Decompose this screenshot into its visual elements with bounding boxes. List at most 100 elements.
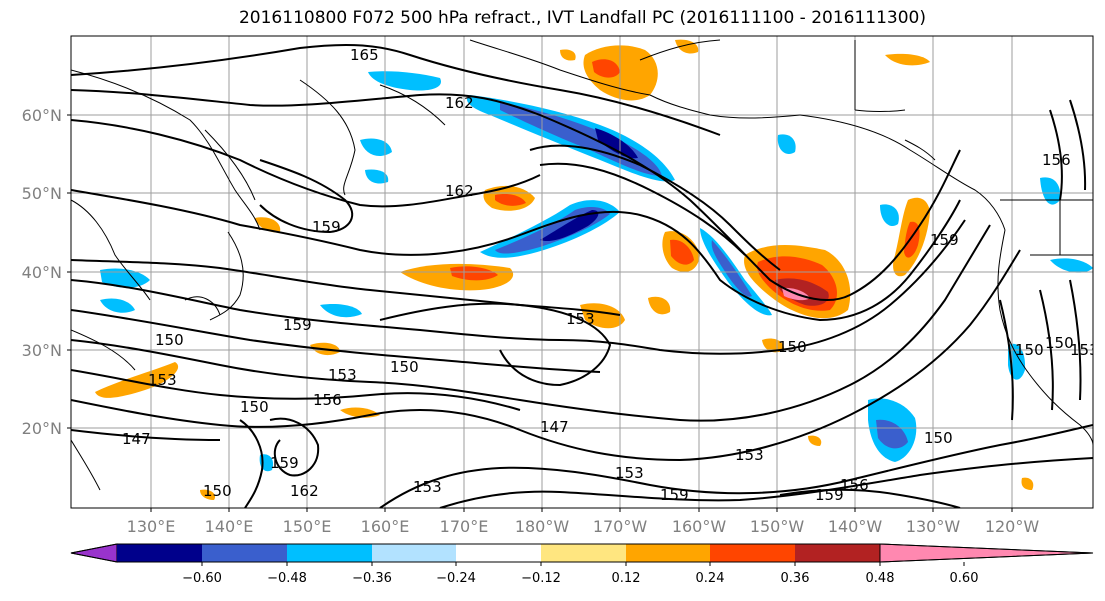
map-title: 2016110800 F072 500 hPa refract., IVT La… — [238, 8, 926, 28]
colorbar: −0.60 −0.48 −0.36 −0.24 −0.12 0.12 0.24 … — [70, 543, 1094, 586]
positive-anomaly-region — [450, 266, 498, 281]
contour-line — [539, 162, 746, 256]
positive-anomaly-region — [560, 49, 576, 61]
positive-anomaly-region — [1021, 477, 1034, 490]
colorbar-label: −0.24 — [436, 571, 476, 586]
contour-label: 153 — [615, 464, 644, 482]
lon-label: 130°W — [906, 517, 961, 536]
coastlines — [71, 39, 1093, 491]
contour-label: 147 — [122, 430, 151, 448]
colorbar-segment — [710, 544, 795, 562]
colorbar-label: −0.12 — [521, 571, 561, 586]
colorbar-segment — [372, 544, 456, 562]
contour-label: 159 — [660, 486, 689, 504]
contour-line — [779, 488, 961, 508]
contour-label: 159 — [815, 486, 844, 504]
lon-label: 140°W — [828, 517, 883, 536]
contour-line — [71, 259, 621, 316]
contour-label: 150 — [240, 398, 269, 416]
negative-anomaly-region — [320, 304, 362, 318]
contour-label: 153 — [148, 371, 177, 389]
contour-label: 159 — [270, 454, 299, 472]
contour-label: 156 — [840, 476, 869, 494]
contour-label: 150 — [924, 429, 953, 447]
contour-line — [71, 429, 221, 441]
colorbar-outline — [70, 543, 1094, 563]
contour-line — [71, 119, 541, 208]
contour-label: 150 — [778, 338, 807, 356]
positive-anomaly-region — [95, 362, 179, 398]
colorbar-over-arrow — [879, 543, 1094, 563]
lat-label: 50°N — [22, 184, 62, 203]
positive-anomaly-region — [885, 53, 930, 66]
positive-anomaly-region — [495, 193, 526, 206]
negative-anomaly-region — [540, 210, 599, 242]
contour-line — [71, 189, 961, 322]
negative-anomaly-region — [368, 71, 441, 91]
negative-anomaly-region — [880, 204, 899, 226]
geopotential-contours — [71, 43, 1093, 508]
map-area: 165 162 162 159 159 159 150 150 153 153 … — [71, 36, 1093, 508]
positive-anomaly-region — [675, 39, 699, 54]
contour-label: 147 — [540, 418, 569, 436]
contour-label: 159 — [312, 218, 341, 236]
negative-anomaly-region — [876, 419, 908, 449]
contour-line — [439, 457, 1093, 508]
colorbar-segment — [541, 544, 626, 562]
negative-anomaly-region — [595, 128, 638, 159]
positive-anomaly-region — [808, 435, 822, 446]
contour-label: 153 — [413, 478, 442, 496]
contour-line — [529, 144, 781, 271]
negative-anomaly-region — [1040, 177, 1061, 205]
lon-label: 160°E — [361, 517, 410, 536]
colorbar-label: 0.12 — [612, 571, 641, 586]
contour-label: 153 — [735, 446, 764, 464]
contour-line — [71, 219, 966, 355]
contour-label: 150 — [203, 482, 232, 500]
lon-label: 170°E — [440, 517, 489, 536]
colorbar-segment — [795, 544, 880, 562]
contour-label: 159 — [283, 316, 312, 334]
lon-label: 160°W — [672, 517, 727, 536]
colorbar-label: −0.36 — [352, 571, 392, 586]
graticule — [71, 36, 1093, 508]
contour-line — [71, 309, 601, 373]
positive-anomaly-region — [583, 45, 658, 101]
colorbar-label: 0.48 — [866, 571, 895, 586]
lat-label: 20°N — [22, 419, 62, 438]
colorbar-label: 0.36 — [781, 571, 810, 586]
positive-anomaly-region — [762, 338, 785, 353]
contour-labels: 165 162 162 159 159 159 150 150 153 153 … — [122, 46, 1093, 504]
contour-line — [1049, 99, 1087, 201]
colorbar-ticks — [201, 562, 965, 566]
lat-label: 40°N — [22, 263, 62, 282]
contour-label: 162 — [445, 182, 474, 200]
colorbar-label: −0.60 — [182, 571, 222, 586]
colorbar-segment — [626, 544, 710, 562]
contour-label: 150 — [1015, 341, 1044, 359]
colorbar-segment — [117, 544, 202, 562]
negative-anomaly-region — [365, 169, 389, 184]
contour-line — [269, 417, 320, 477]
contour-label: 165 — [350, 46, 379, 64]
lon-label: 120°W — [985, 517, 1040, 536]
contour-label: 156 — [1042, 151, 1071, 169]
negative-anomaly-region — [360, 138, 392, 156]
lon-label: 130°E — [127, 517, 176, 536]
colorbar-label: −0.48 — [267, 571, 307, 586]
contour-label: 153 — [566, 310, 595, 328]
positive-anomaly-region — [648, 296, 671, 315]
negative-anomaly-region — [100, 298, 135, 313]
colorbar-label: 0.24 — [696, 571, 725, 586]
lon-label: 150°E — [283, 517, 332, 536]
contour-line — [71, 369, 521, 411]
negative-anomaly-region — [777, 134, 796, 155]
lat-label: 30°N — [22, 341, 62, 360]
negative-anomaly-region — [1050, 258, 1093, 273]
positive-anomaly-region — [255, 217, 281, 233]
contour-line — [71, 43, 721, 136]
contour-label: 150 — [390, 358, 419, 376]
lon-label: 180°W — [515, 517, 570, 536]
positive-anomaly-region — [592, 59, 620, 78]
